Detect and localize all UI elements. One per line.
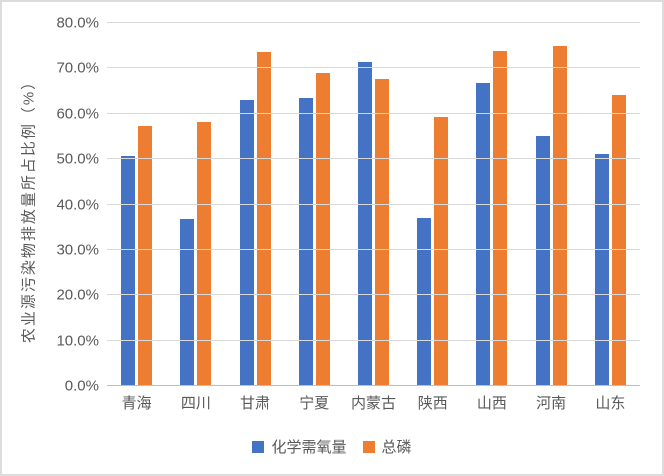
bar — [256, 52, 271, 386]
bar — [180, 219, 195, 386]
bar — [493, 51, 508, 386]
y-tick-label: 10.0% — [56, 332, 99, 350]
gridline — [107, 67, 640, 69]
gridline — [107, 158, 640, 160]
x-axis-labels: 青海 四川 甘肃 宁夏 内蒙古 陕西 山西 河南 山东 — [107, 392, 640, 413]
bar — [239, 99, 254, 386]
bar — [298, 97, 313, 386]
bar-groups — [107, 23, 640, 386]
bar-group — [403, 23, 462, 386]
bar-group — [225, 23, 284, 386]
gridline — [107, 22, 640, 23]
legend-label: 总磷 — [381, 439, 412, 456]
bar-group — [522, 23, 581, 386]
y-tick-label: 80.0% — [56, 14, 99, 32]
bar-group — [581, 23, 640, 386]
y-tick-label: 70.0% — [56, 59, 99, 77]
x-tick-label: 山西 — [476, 395, 507, 412]
gridline — [107, 112, 640, 114]
x-tick-label: 宁夏 — [299, 395, 330, 412]
bar — [417, 218, 432, 386]
bar — [434, 117, 449, 386]
bar-group — [285, 23, 344, 386]
bar — [594, 153, 609, 386]
bar — [611, 94, 626, 386]
bar — [138, 126, 153, 386]
legend-item: 总磷 — [362, 436, 412, 457]
bar — [374, 78, 389, 386]
y-tick-label: 0.0% — [64, 377, 99, 395]
x-tick-label: 陕西 — [417, 395, 448, 412]
bar — [357, 62, 372, 386]
legend: 化学需氧量 总磷 — [2, 436, 662, 457]
legend-swatch-icon — [252, 440, 265, 453]
legend-item: 化学需氧量 — [252, 436, 347, 457]
legend-swatch-icon — [362, 440, 375, 453]
bar-group — [166, 23, 225, 386]
bar — [121, 156, 136, 386]
gridline — [107, 294, 640, 296]
y-tick-label: 30.0% — [56, 241, 99, 259]
bar-group — [344, 23, 403, 386]
bar — [197, 121, 212, 386]
gridline — [107, 339, 640, 341]
bar-group — [107, 23, 166, 386]
bar-group — [462, 23, 521, 386]
y-tick-label: 40.0% — [56, 196, 99, 213]
gridline — [107, 248, 640, 250]
y-tick-label: 60.0% — [56, 105, 99, 123]
legend-label: 化学需氧量 — [271, 439, 347, 456]
y-tick-label: 20.0% — [56, 286, 99, 304]
x-tick-label: 甘肃 — [240, 395, 271, 412]
x-tick-label: 内蒙古 — [350, 395, 396, 412]
x-tick-label: 河南 — [536, 395, 567, 412]
x-tick-label: 四川 — [180, 395, 211, 412]
x-tick-label: 山东 — [595, 395, 626, 412]
bar — [315, 73, 330, 386]
x-axis-line — [107, 385, 640, 386]
y-tick-label: 50.0% — [56, 150, 99, 168]
gridline — [107, 203, 640, 205]
x-tick-label: 青海 — [121, 395, 152, 412]
bar — [552, 46, 567, 386]
bar — [535, 135, 550, 386]
plot-area — [107, 22, 640, 386]
